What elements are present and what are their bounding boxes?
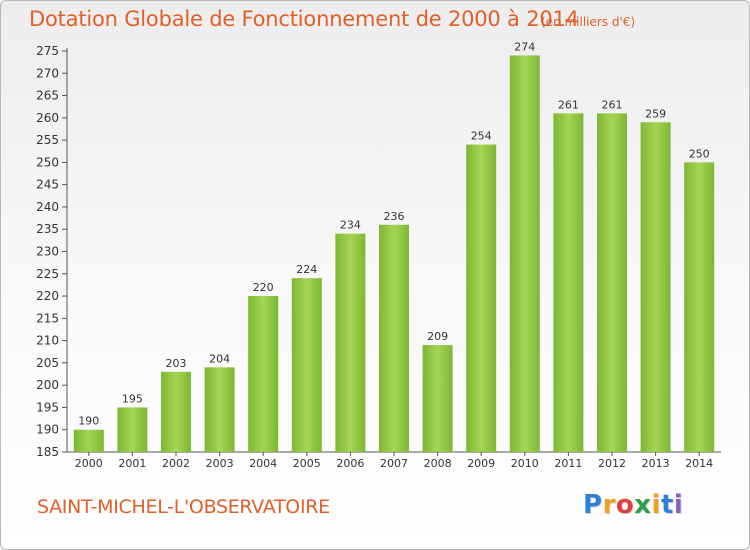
y-tick-label: 275 bbox=[36, 44, 59, 58]
y-axis: 185 190 195 200 205 210 215 220 225 230 235 240 245 2… bbox=[36, 44, 68, 459]
x-tick-label-2012: 2012 bbox=[598, 457, 626, 470]
bar-2003 bbox=[204, 367, 235, 452]
x-tick-label-2002: 2002 bbox=[162, 457, 190, 470]
value-label-2004: 220 bbox=[253, 281, 274, 294]
x-tick-label-2011: 2011 bbox=[554, 457, 582, 470]
y-tick-label: 250 bbox=[36, 155, 59, 169]
bars-group bbox=[73, 55, 715, 453]
x-tick-label-2014: 2014 bbox=[685, 457, 713, 470]
x-tick-label-2004: 2004 bbox=[249, 457, 277, 470]
logo-letter: P bbox=[583, 490, 603, 520]
value-label-2002: 203 bbox=[166, 357, 187, 370]
logo-letter: t bbox=[660, 490, 674, 520]
x-tick-label-2008: 2008 bbox=[424, 457, 452, 470]
bar-2008 bbox=[422, 345, 453, 452]
y-tick-label: 185 bbox=[36, 445, 59, 459]
value-label-2014: 250 bbox=[689, 147, 710, 160]
bar-2011 bbox=[553, 113, 584, 452]
x-tick-label-2000: 2000 bbox=[75, 457, 103, 470]
y-tick-label: 195 bbox=[36, 400, 59, 414]
logo-letter: i bbox=[673, 490, 684, 520]
value-label-2006: 234 bbox=[340, 219, 361, 232]
x-tick-label-2001: 2001 bbox=[118, 457, 146, 470]
y-tick-label: 200 bbox=[36, 378, 59, 392]
value-labels-group: 190 195 203 204 220 224 234 236 209 254 274 261 261 2… bbox=[78, 40, 709, 427]
x-tick-label-2006: 2006 bbox=[336, 457, 364, 470]
y-tick-label: 190 bbox=[36, 423, 59, 437]
bar-2007 bbox=[379, 224, 409, 452]
bar-2013 bbox=[640, 122, 671, 453]
x-tick-label-2007: 2007 bbox=[380, 457, 408, 470]
value-label-2003: 204 bbox=[209, 352, 230, 365]
bar-2002 bbox=[161, 371, 191, 452]
x-tick-label-2010: 2010 bbox=[511, 457, 539, 470]
y-tick-label: 265 bbox=[36, 89, 59, 103]
bar-2005 bbox=[291, 278, 322, 452]
value-label-2000: 190 bbox=[78, 415, 99, 428]
bar-2010 bbox=[509, 55, 540, 452]
y-tick-label: 260 bbox=[36, 111, 59, 125]
y-tick-label: 235 bbox=[36, 222, 59, 236]
value-label-2005: 224 bbox=[296, 263, 317, 276]
y-tick-label: 210 bbox=[36, 334, 59, 348]
proxiti-logo[interactable]: Proxiti bbox=[583, 490, 683, 520]
value-label-2010: 274 bbox=[514, 40, 535, 53]
x-tick-label-2003: 2003 bbox=[206, 457, 234, 470]
y-tick-label: 225 bbox=[36, 267, 59, 281]
chart-title: Dotation Globale de Fonctionnement de 20… bbox=[29, 7, 579, 31]
y-tick-label: 240 bbox=[36, 200, 59, 214]
y-tick-label: 230 bbox=[36, 245, 59, 259]
logo-letter: o bbox=[615, 490, 635, 520]
bar-2001 bbox=[117, 407, 148, 452]
y-tick-label: 255 bbox=[36, 133, 59, 147]
y-tick-label: 215 bbox=[36, 311, 59, 325]
bar-2012 bbox=[597, 113, 627, 452]
bar-2006 bbox=[335, 233, 366, 452]
bar-2004 bbox=[248, 296, 279, 452]
commune-name: SAINT-MICHEL-L'OBSERVATOIRE bbox=[37, 496, 330, 518]
value-label-2008: 209 bbox=[427, 330, 448, 343]
x-tick-label-2005: 2005 bbox=[293, 457, 321, 470]
logo-letter: x bbox=[634, 490, 652, 520]
bar-2000 bbox=[73, 429, 104, 452]
chart-unit-note: (en milliers d'€) bbox=[541, 15, 636, 29]
value-label-2013: 259 bbox=[645, 107, 666, 120]
y-tick-label: 220 bbox=[36, 289, 59, 303]
y-tick-label: 270 bbox=[36, 66, 59, 80]
value-label-2012: 261 bbox=[602, 98, 623, 111]
y-tick-label: 245 bbox=[36, 178, 59, 192]
logo-letter: i bbox=[651, 490, 661, 520]
value-label-2001: 195 bbox=[122, 392, 143, 405]
logo-letter: r bbox=[602, 490, 616, 520]
bar-2014 bbox=[684, 162, 715, 452]
bar-2009 bbox=[466, 144, 497, 453]
value-label-2007: 236 bbox=[384, 210, 405, 223]
y-tick-label: 205 bbox=[36, 356, 59, 370]
value-label-2011: 261 bbox=[558, 98, 579, 111]
x-tick-label-2013: 2013 bbox=[642, 457, 670, 470]
x-axis: 2000 2001 2002 2003 2004 2005 2006 2007 2008 2009… bbox=[67, 451, 721, 470]
value-label-2009: 254 bbox=[471, 130, 492, 143]
x-tick-label-2009: 2009 bbox=[467, 457, 495, 470]
